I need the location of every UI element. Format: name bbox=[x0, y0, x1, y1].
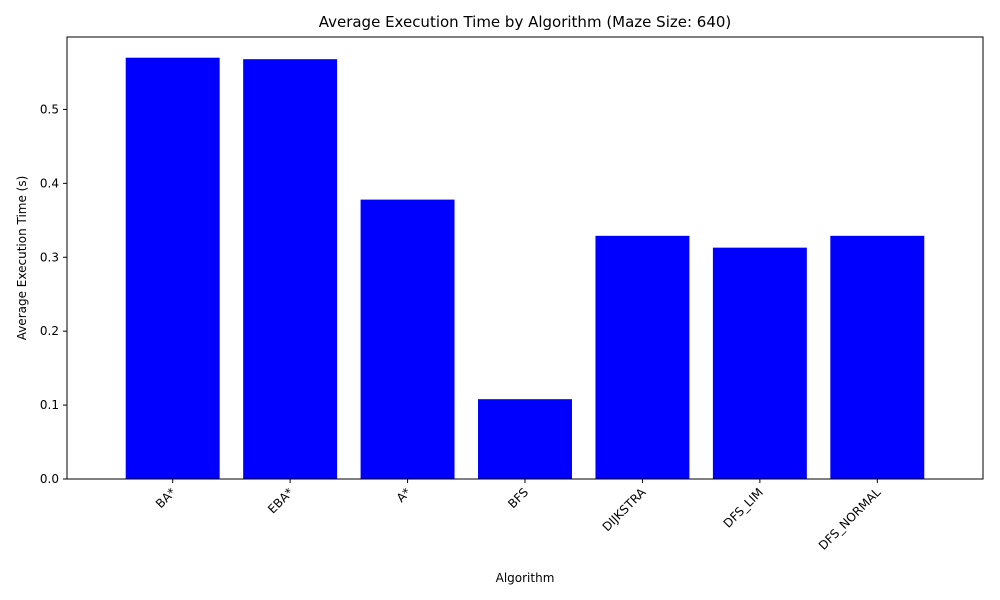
x-tick-label: EBA* bbox=[265, 485, 296, 516]
bar-dijkstra bbox=[595, 235, 690, 479]
y-tick-label: 0.4 bbox=[40, 176, 59, 190]
bar-dfs-lim bbox=[712, 247, 807, 479]
x-tick-label: BA* bbox=[153, 485, 179, 511]
x-tick-label: A* bbox=[394, 485, 414, 505]
y-axis-label: Average Execution Time (s) bbox=[15, 176, 29, 341]
bar-eba- bbox=[243, 59, 338, 479]
y-tick-label: 0.3 bbox=[40, 250, 59, 264]
y-tick-label: 0.2 bbox=[40, 324, 59, 338]
x-axis-label: Algorithm bbox=[496, 571, 555, 585]
bar-bfs bbox=[478, 399, 572, 479]
y-tick-label: 0.0 bbox=[40, 472, 59, 486]
x-tick-label: DFS_LIM bbox=[721, 485, 766, 530]
x-tick-label: DFS_NORMAL bbox=[816, 485, 884, 553]
y-tick-label: 0.1 bbox=[40, 398, 59, 412]
bar-a- bbox=[360, 199, 455, 479]
chart-title: Average Execution Time by Algorithm (Maz… bbox=[319, 13, 732, 31]
plot-area: 0.0 0.1 0.2 0.3 0.4 0.5 BA* EBA* A* BFS DIJKSTRA DF… bbox=[40, 36, 984, 553]
bar-ba- bbox=[125, 57, 220, 480]
x-tick-label: BFS bbox=[505, 485, 531, 511]
bar-dfs-normal bbox=[830, 235, 925, 479]
y-tick-label: 0.5 bbox=[40, 102, 59, 116]
x-tick-label: DIJKSTRA bbox=[600, 485, 649, 534]
